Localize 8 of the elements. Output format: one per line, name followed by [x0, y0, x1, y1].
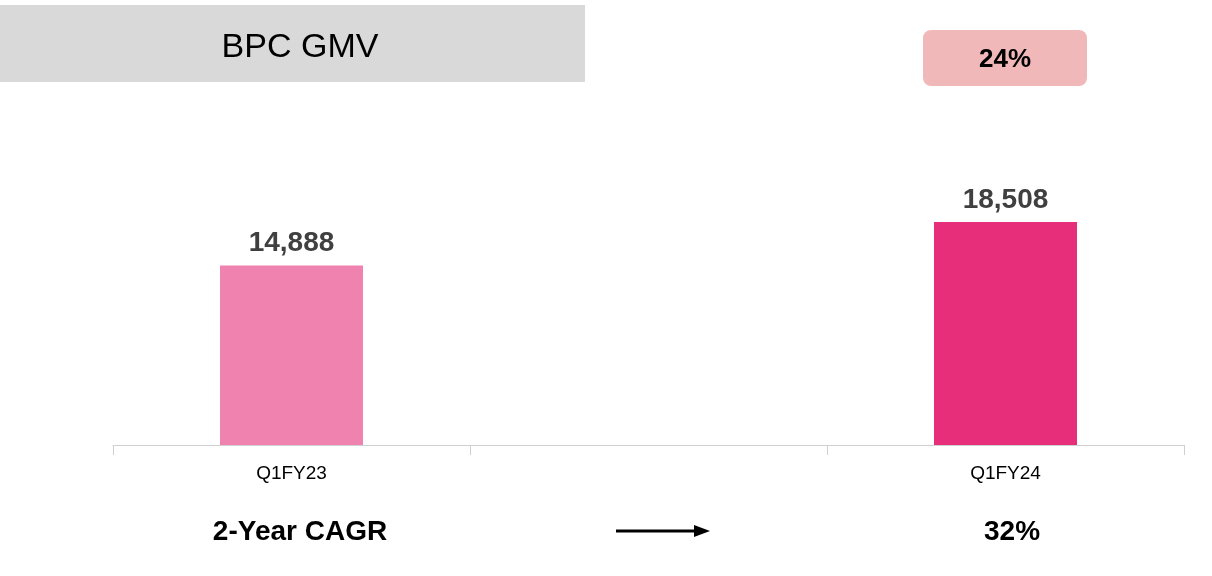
text: 24%	[978, 43, 1032, 73]
text: 2-Year CAGR	[212, 514, 388, 546]
data-label: 18,508	[962, 182, 1049, 214]
x-tick-label: Q1FY23	[256, 462, 327, 483]
text: 32%	[983, 514, 1041, 546]
chart-title: BPC GMV	[221, 26, 379, 64]
x-tick-label: Q1FY24	[970, 462, 1042, 483]
data-label: 14,888	[248, 226, 335, 258]
